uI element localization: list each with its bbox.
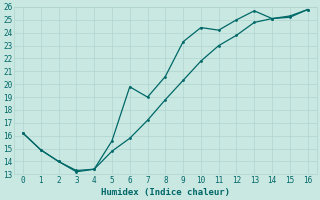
X-axis label: Humidex (Indice chaleur): Humidex (Indice chaleur) xyxy=(101,188,230,197)
